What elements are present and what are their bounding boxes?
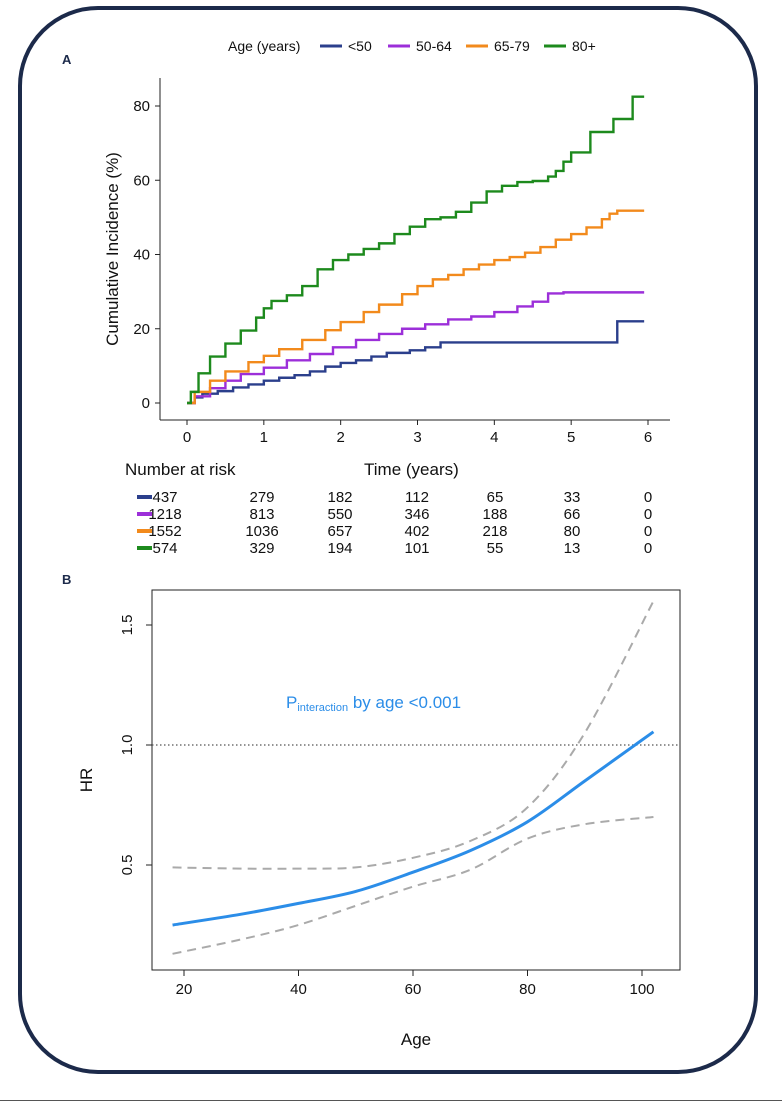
risk-cell: 1218 — [148, 506, 181, 523]
x-tick-label-a: 6 — [644, 429, 652, 446]
risk-table-title: Number at risk — [125, 460, 236, 479]
x-tick-label-a: 1 — [260, 429, 268, 446]
risk-cell: 112 — [405, 489, 429, 506]
series-line-50-64 — [187, 291, 645, 405]
risk-cell: 33 — [564, 489, 581, 506]
risk-cell: 279 — [249, 489, 274, 506]
x-tick-label-b: 80 — [519, 981, 536, 998]
risk-cell: 80 — [564, 523, 581, 540]
risk-cell: 1036 — [245, 523, 278, 540]
y-axis-title-a: Cumulative Incidence (%) — [103, 152, 122, 346]
risk-cell: 101 — [404, 540, 429, 557]
plot-frame-b — [151, 589, 681, 971]
risk-cell: 550 — [327, 506, 352, 523]
hazard-ratio-chart: 0.5 1.0 1.5 20 40 60 80 100 Age HR — [77, 589, 681, 1049]
legend: Age (years) <50 50-64 65-79 80+ — [228, 38, 596, 54]
risk-cell: 1552 — [148, 523, 181, 540]
legend-label-80plus: 80+ — [572, 38, 596, 54]
hr-curve — [172, 730, 655, 927]
legend-label-50-64: 50-64 — [416, 38, 452, 54]
risk-cell: 574 — [152, 540, 177, 557]
x-tick-label-a: 4 — [490, 429, 498, 446]
x-tick-label-a: 3 — [413, 429, 421, 446]
x-tick-label-a: 0 — [183, 429, 191, 446]
risk-cell: 66 — [564, 506, 581, 523]
x-tick-label-a: 5 — [567, 429, 575, 446]
series-line-lt50 — [187, 320, 645, 405]
risk-cell: 437 — [152, 489, 177, 506]
y-tick-label-a: 0 — [142, 395, 150, 412]
y-tick-label-b: 0.5 — [119, 855, 136, 876]
legend-title: Age (years) — [228, 38, 300, 54]
risk-cell: 813 — [249, 506, 274, 523]
panel-b-label: B — [62, 572, 71, 587]
y-tick-label-a: 40 — [133, 247, 150, 264]
series-line-80plus — [187, 95, 645, 405]
y-tick-label-a: 60 — [133, 172, 150, 189]
risk-cell: 0 — [644, 540, 652, 557]
x-tick-label-b: 20 — [176, 981, 193, 998]
y-tick-label-b: 1.0 — [119, 735, 136, 756]
risk-cell: 55 — [487, 540, 504, 557]
y-axis-title-b: HR — [77, 768, 96, 793]
risk-cell: 182 — [327, 489, 352, 506]
interaction-annotation: Pinteraction by age <0.001 — [286, 693, 461, 714]
series-line-65-79 — [187, 209, 645, 405]
risk-cell: 402 — [404, 523, 429, 540]
ci-band-lower-95-ci — [172, 816, 654, 955]
risk-cell: 0 — [644, 489, 652, 506]
legend-label-65-79: 65-79 — [494, 38, 530, 54]
panel-a-label: A — [62, 52, 72, 67]
annotation-rest: by age <0.001 — [348, 693, 461, 712]
ci-band-upper-95-ci — [172, 600, 655, 870]
y-tick-label-a: 20 — [133, 321, 150, 338]
page-bottom-rule — [0, 1100, 782, 1101]
y-tick-label-b: 1.5 — [119, 615, 136, 636]
y-tick-label-a: 80 — [133, 98, 150, 115]
risk-cell: 194 — [327, 540, 352, 557]
annotation-subscript: interaction — [297, 702, 348, 714]
x-tick-label-a: 2 — [336, 429, 344, 446]
risk-cell: 346 — [404, 506, 429, 523]
cumulative-incidence-chart: 0 20 40 60 80 0 1 2 3 4 5 6 Cumulative Incidence (%) — [103, 78, 670, 446]
x-tick-label-b: 60 — [405, 981, 422, 998]
risk-cell: 329 — [249, 540, 274, 557]
risk-cell: 65 — [487, 489, 504, 506]
risk-cell: 13 — [564, 540, 581, 557]
risk-cell: 0 — [644, 523, 652, 540]
annotation-main: P — [286, 693, 297, 712]
risk-cell: 657 — [327, 523, 352, 540]
risk-cell: 188 — [482, 506, 507, 523]
x-axis-title-a: Time (years) — [364, 460, 459, 479]
x-tick-label-b: 40 — [290, 981, 307, 998]
x-axis-title-b: Age — [401, 1030, 431, 1049]
risk-cell: 218 — [482, 523, 507, 540]
legend-label-lt50: <50 — [348, 38, 372, 54]
rounded-frame — [18, 6, 758, 1074]
x-tick-label-b: 100 — [629, 981, 654, 998]
risk-cell: 0 — [644, 506, 652, 523]
